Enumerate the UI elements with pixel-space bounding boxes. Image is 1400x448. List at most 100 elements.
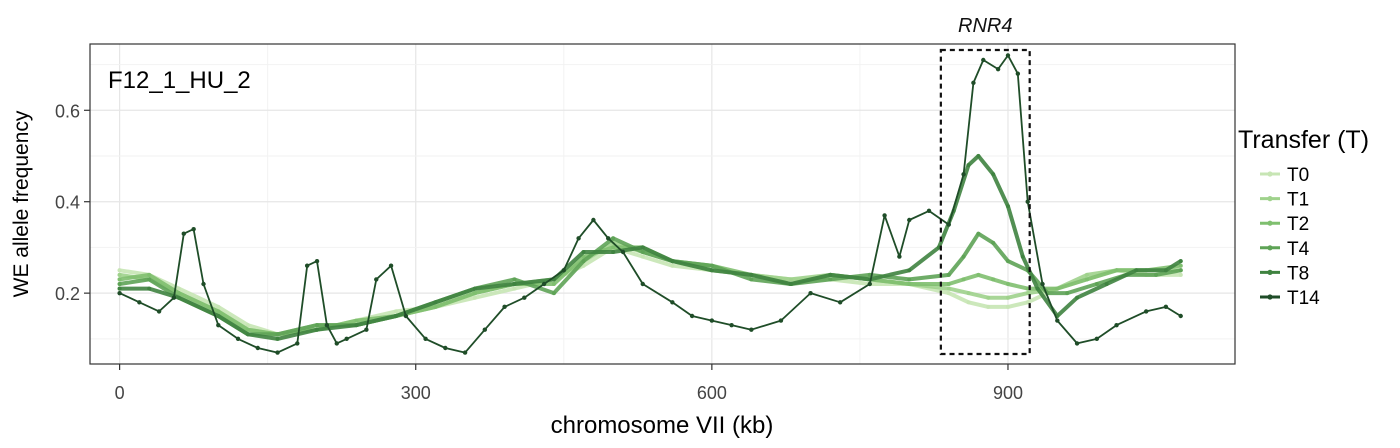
series-point-T8 xyxy=(147,286,152,291)
series-point-T4 xyxy=(961,254,966,259)
annotation-layer: RNR4 xyxy=(939,15,1031,356)
series-point-T14 xyxy=(926,208,932,214)
series-point-T4 xyxy=(1065,291,1070,296)
series-point-T14 xyxy=(1114,322,1119,328)
series-point-T14 xyxy=(1015,71,1021,76)
series-point-T14 xyxy=(1074,341,1080,346)
series-point-T8 xyxy=(1104,282,1109,286)
series-point-T2 xyxy=(1084,277,1089,282)
series-point-T2 xyxy=(1005,282,1010,286)
series-point-T14 xyxy=(201,281,206,287)
series-point-T4 xyxy=(946,272,951,277)
series-point-T0 xyxy=(216,304,221,309)
series-point-T8 xyxy=(976,154,981,158)
series-point-T0 xyxy=(512,286,517,291)
series-point-T0 xyxy=(986,304,991,309)
series-point-T14 xyxy=(1005,53,1011,58)
series-point-T8 xyxy=(749,272,754,277)
series-point-T2 xyxy=(1178,263,1183,268)
series-point-T14 xyxy=(1143,309,1149,314)
series-point-T14 xyxy=(576,236,581,241)
series-point-T2 xyxy=(1055,286,1060,291)
series-point-T4 xyxy=(709,263,714,268)
series-point-T14 xyxy=(522,295,527,300)
series-point-T14 xyxy=(443,345,448,351)
legend-key-point-T1 xyxy=(1267,196,1273,202)
series-point-T8 xyxy=(788,282,793,286)
annotation-region-box xyxy=(939,48,1031,356)
series-point-T2 xyxy=(147,272,152,277)
series-point-T8 xyxy=(315,327,320,332)
series-point-T0 xyxy=(670,263,675,268)
series-point-T2 xyxy=(946,282,951,286)
series-point-T2 xyxy=(907,282,912,286)
series-point-T14 xyxy=(156,309,162,314)
series-point-T4 xyxy=(512,277,517,282)
series-point-T14 xyxy=(971,80,976,86)
y-tick-label: 0.4 xyxy=(55,193,80,213)
series-point-T14 xyxy=(670,300,675,305)
series-point-T8 xyxy=(640,245,645,250)
series-point-T2 xyxy=(472,291,477,296)
series-point-T0 xyxy=(966,300,971,305)
series-point-T14 xyxy=(1163,304,1169,310)
panel-label: F12_1_HU_2 xyxy=(108,67,251,94)
series-point-T14 xyxy=(388,263,394,268)
legend-label-T14: T14 xyxy=(1287,288,1320,309)
series-point-T1 xyxy=(1084,272,1089,277)
series-point-T14 xyxy=(1055,318,1060,323)
series-point-T14 xyxy=(295,341,300,346)
series-point-T8 xyxy=(611,250,616,254)
x-tick-label: 0 xyxy=(115,383,125,403)
series-point-T8 xyxy=(275,336,280,341)
series-point-T8 xyxy=(472,286,477,291)
annotation-label: RNR4 xyxy=(958,15,1012,37)
series-point-T1 xyxy=(117,272,122,277)
series-point-T14 xyxy=(137,300,142,305)
legend-title: Transfer (T) xyxy=(1238,126,1369,154)
x-tick-label: 300 xyxy=(401,383,431,403)
series-point-T2 xyxy=(961,277,966,282)
series-point-T14 xyxy=(117,290,122,296)
series-point-T4 xyxy=(315,323,320,328)
series-point-T8 xyxy=(581,250,586,254)
series-point-T4 xyxy=(907,277,912,282)
series-point-T14 xyxy=(541,281,547,287)
series-point-T2 xyxy=(245,327,250,332)
series-point-T14 xyxy=(837,300,843,305)
series-point-T14 xyxy=(689,313,695,319)
series-point-T8 xyxy=(1134,268,1139,273)
series-point-T14 xyxy=(1040,281,1045,287)
series-point-T14 xyxy=(1094,336,1100,342)
series-point-T2 xyxy=(216,309,221,314)
series-layer xyxy=(117,53,1183,355)
series-point-T8 xyxy=(245,332,250,337)
series-point-T8 xyxy=(991,172,996,177)
series-point-T0 xyxy=(640,254,645,259)
series-point-T14 xyxy=(304,263,310,268)
series-point-T14 xyxy=(1025,199,1030,204)
series-point-T8 xyxy=(176,295,181,300)
series-point-T14 xyxy=(709,318,715,323)
series-point-T8 xyxy=(117,286,122,291)
y-axis-label: WE allele frequency xyxy=(10,110,33,297)
series-point-T8 xyxy=(670,259,675,264)
series-point-T4 xyxy=(147,277,152,282)
series-point-T2 xyxy=(176,291,181,296)
series-point-T14 xyxy=(778,318,784,323)
series-point-T8 xyxy=(512,282,517,286)
series-point-T2 xyxy=(976,272,981,277)
series-point-T0 xyxy=(946,291,951,296)
series-point-T2 xyxy=(991,277,996,282)
series-point-T14 xyxy=(729,322,734,328)
series-point-T14 xyxy=(181,231,186,236)
series-point-T8 xyxy=(354,323,359,328)
series-point-T14 xyxy=(907,217,912,223)
series-point-T14 xyxy=(275,350,280,355)
series-point-T1 xyxy=(986,295,991,300)
series-point-T14 xyxy=(749,327,754,332)
series-point-T2 xyxy=(611,245,616,250)
series-point-T4 xyxy=(581,259,586,264)
